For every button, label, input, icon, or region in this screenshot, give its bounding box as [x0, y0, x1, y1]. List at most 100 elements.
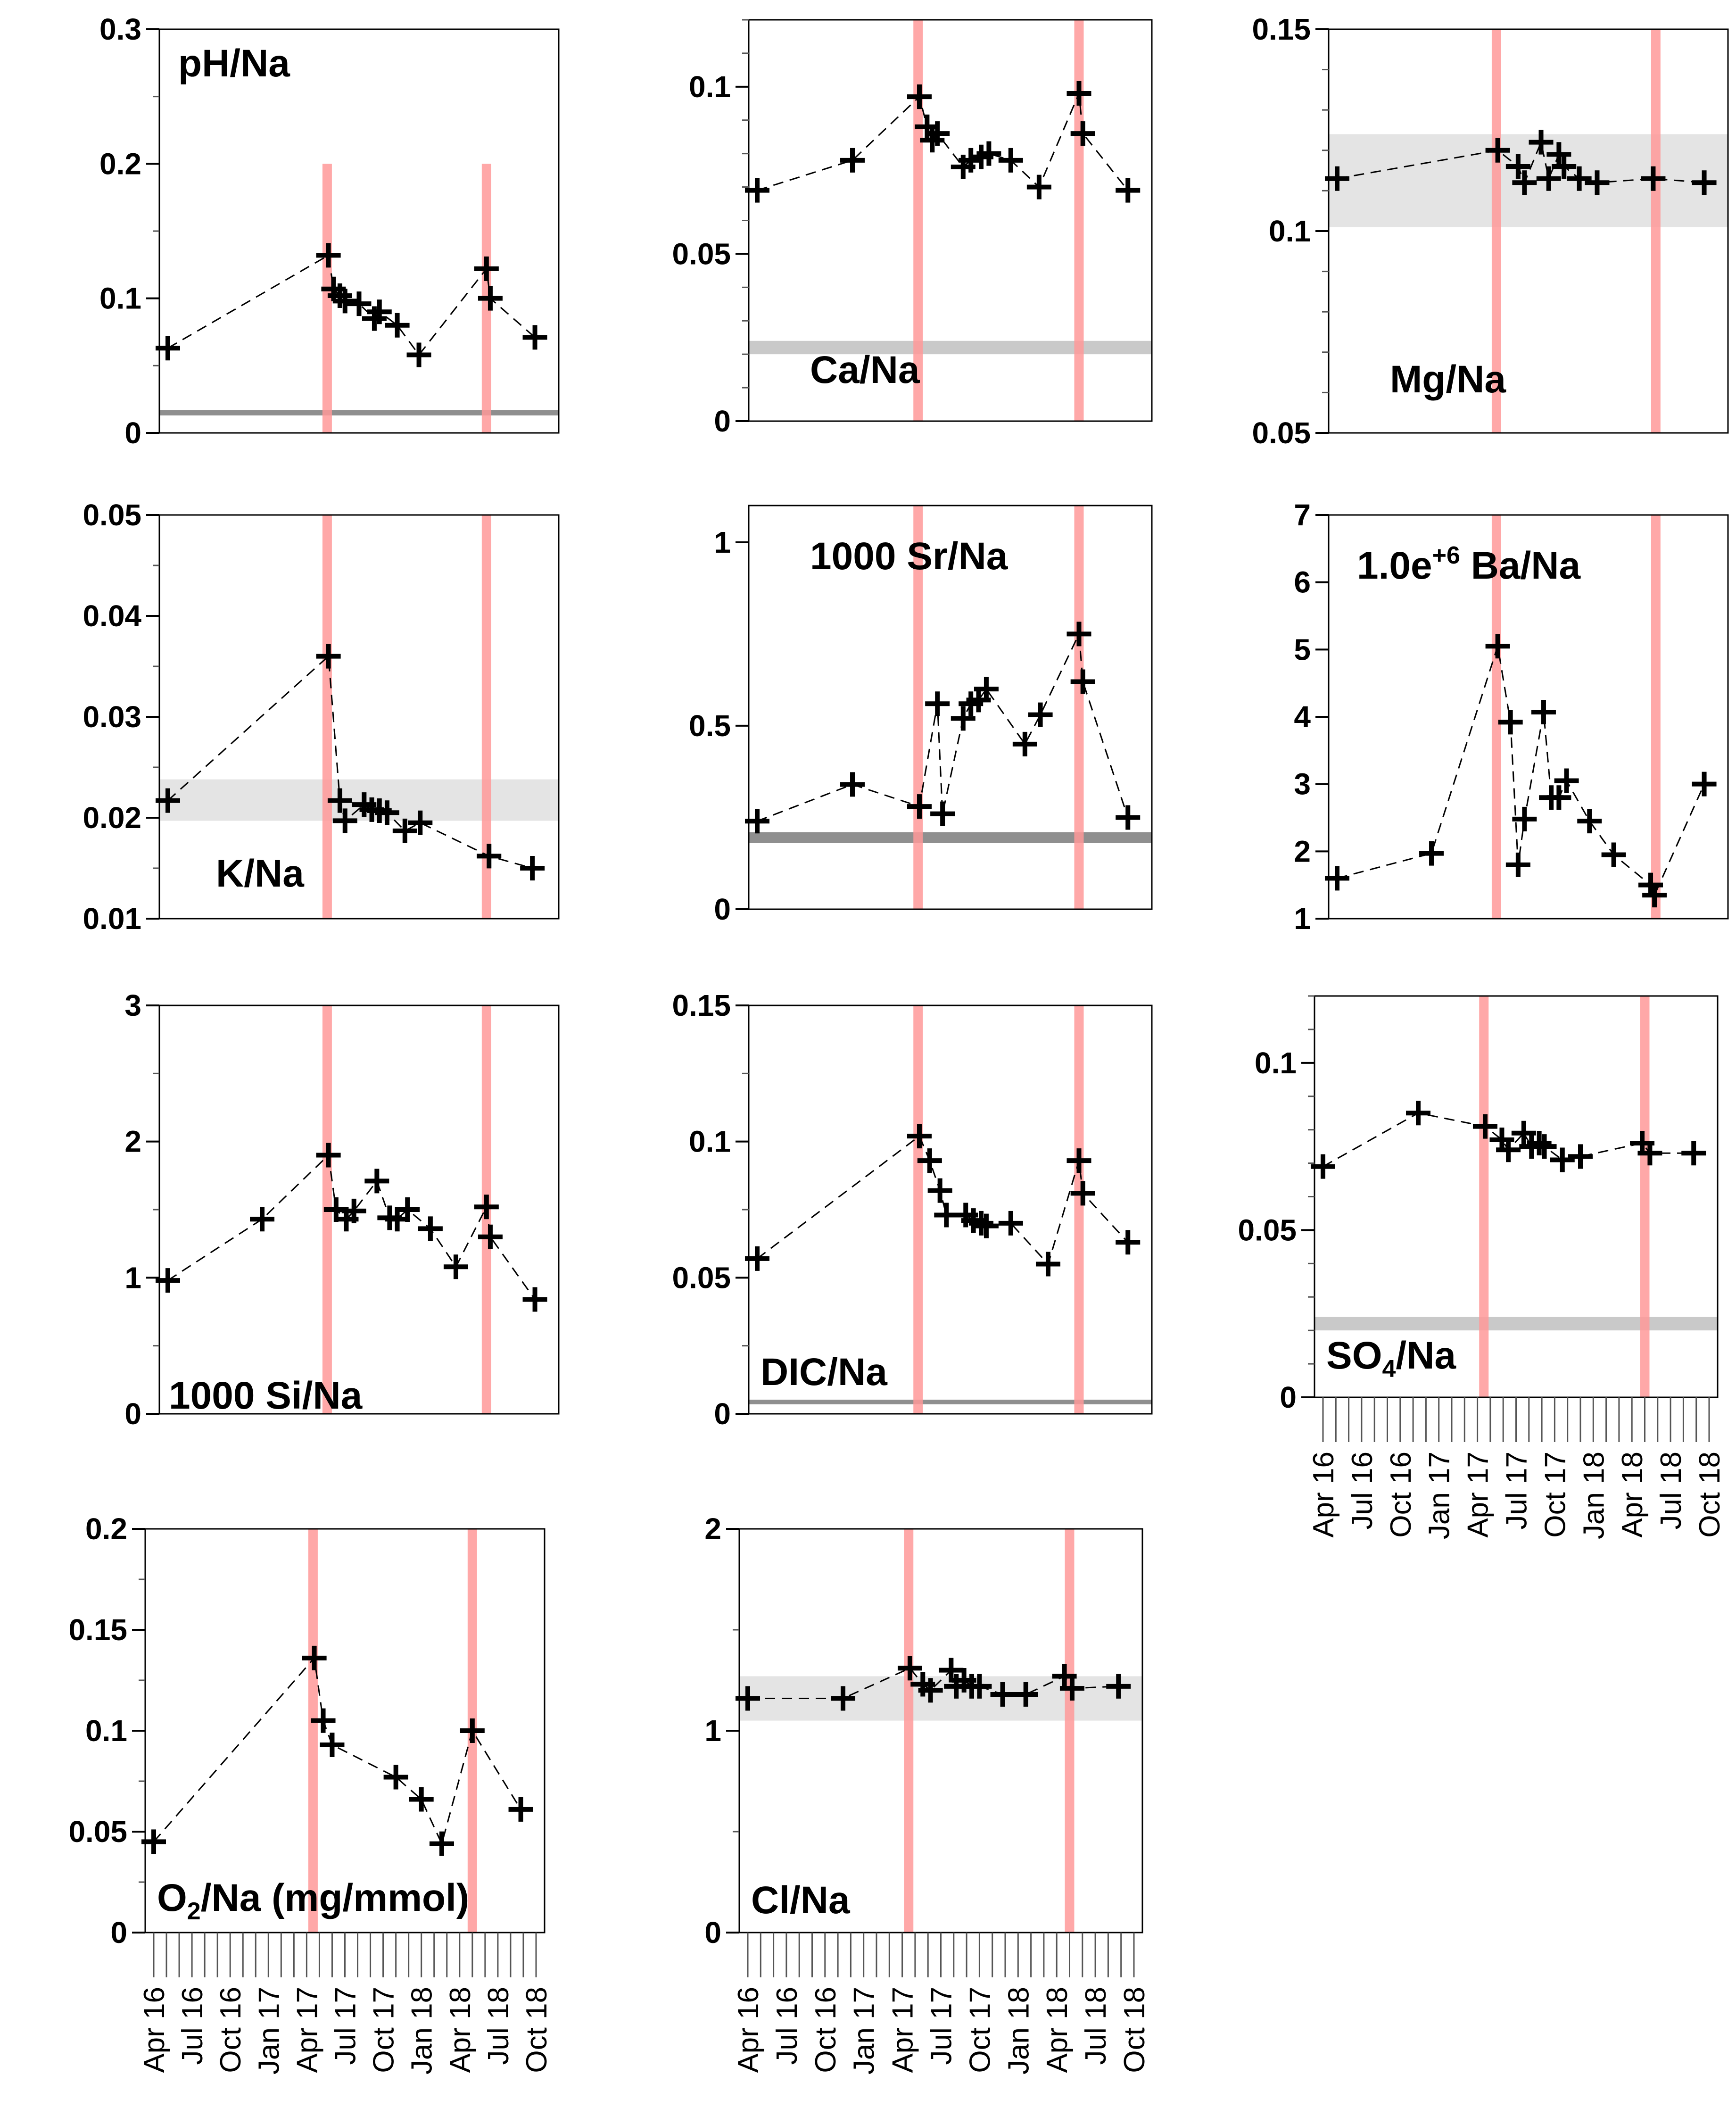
y-tick-label: 3	[124, 988, 141, 1022]
x-tick-label: Jan 17	[253, 1987, 285, 2075]
x-tick-label: Jul 18	[1080, 1987, 1112, 2065]
data-point-5	[918, 1678, 943, 1703]
data-point-9	[1532, 1134, 1557, 1159]
reference-band	[159, 779, 559, 821]
x-tick-label: Jul 17	[1501, 1452, 1533, 1529]
x-tick-label: Jul 17	[330, 1987, 362, 2065]
data-point-11	[990, 1682, 1015, 1707]
y-tick-label: 3	[1294, 767, 1311, 801]
data-point-1	[745, 1246, 769, 1271]
data-point-1	[736, 1686, 760, 1711]
data-point-15	[522, 1287, 547, 1312]
data-point-2	[316, 644, 341, 669]
panel-title: Ca/Na	[810, 349, 920, 391]
data-point-8	[1552, 154, 1577, 179]
plot-frame	[748, 505, 1153, 910]
data-point-10	[976, 141, 1001, 166]
data-point-12	[1026, 174, 1051, 199]
data-point-3	[917, 1148, 942, 1173]
panel-title: Mg/Na	[1390, 358, 1506, 401]
data-point-14	[1116, 1230, 1141, 1255]
date-axis: Apr 16 Jul 16 Oct 16 Jan 17 Apr 17 Jul 17 Oct …	[1307, 1397, 1726, 1539]
x-tick-label: Jan 18	[406, 1987, 438, 2075]
data-point-9	[974, 1213, 999, 1238]
y-tick-label: 0.2	[99, 147, 141, 181]
y-tick-label: 0.05	[672, 237, 731, 271]
data-point-4	[925, 691, 950, 716]
data-point-12	[1601, 842, 1626, 867]
data-point-11	[477, 844, 502, 869]
data-point-1	[1325, 166, 1349, 191]
data-point-10	[1012, 731, 1037, 756]
data-point-8	[367, 299, 392, 324]
data-point-3	[907, 84, 932, 109]
x-tick-label: Apr 16	[732, 1987, 765, 2073]
data-point-7	[1546, 142, 1571, 167]
data-point-13	[1070, 669, 1095, 694]
y-tick-label: 0	[714, 1397, 731, 1431]
x-tick-label: Apr 17	[887, 1987, 919, 2073]
data-point-3	[311, 1708, 336, 1733]
data-point-2	[1485, 138, 1510, 163]
panel-title: O2/Na (mg/mmol)	[157, 1876, 469, 1925]
y-tick-label: 7	[1294, 498, 1311, 532]
y-tick-label: 0.15	[672, 988, 731, 1022]
y-tick-label: 1	[714, 525, 731, 559]
x-tick-label: Jul 18	[482, 1987, 515, 2065]
x-tick-label: Oct 17	[964, 1987, 996, 2073]
x-tick-label: Jan 17	[848, 1987, 881, 2075]
data-point-2	[250, 1207, 275, 1232]
data-point-9	[974, 677, 999, 702]
y-tick-label: 6	[1294, 565, 1311, 599]
x-tick-label: Jul 16	[771, 1987, 803, 2065]
panel-mg-na: 0.05 0.1 0.15 Mg/Na	[1252, 12, 1729, 450]
x-tick-label: Oct 16	[810, 1987, 842, 2073]
data-point-6	[925, 121, 950, 146]
data-point-2	[1419, 841, 1444, 866]
panel-title: DIC/Na	[761, 1351, 888, 1394]
data-point-15	[1116, 178, 1141, 203]
y-tick-label: 0.15	[1252, 12, 1311, 46]
x-tick-label: Apr 16	[1307, 1452, 1340, 1538]
data-point-3	[907, 794, 932, 819]
panel-title: SO4/Na	[1326, 1334, 1456, 1383]
panel-dic-na: 0 0.05 0.1 0.15 DIC/Na	[672, 988, 1153, 1431]
data-point-5	[1496, 1137, 1521, 1162]
data-point-13	[1066, 81, 1091, 106]
data-point-12	[1013, 1682, 1038, 1707]
series-line	[167, 655, 533, 869]
y-tick-label: 1	[704, 1714, 721, 1748]
data-point-6	[1511, 1120, 1536, 1145]
x-tick-label: Jan 17	[1423, 1452, 1456, 1539]
series-line	[167, 1153, 536, 1300]
data-point-9	[1546, 785, 1571, 810]
y-tick-label: 0.05	[672, 1261, 731, 1294]
y-tick-label: 0.1	[1255, 1046, 1297, 1080]
y-tick-label: 0.1	[689, 1125, 731, 1159]
x-tick-label: Oct 17	[368, 1987, 400, 2073]
data-point-5	[383, 1765, 408, 1790]
data-point-1	[1325, 866, 1349, 891]
plot-frame	[1328, 28, 1729, 434]
series-line	[757, 1135, 1129, 1266]
data-point-6	[1536, 166, 1561, 191]
data-point-11	[1577, 809, 1602, 834]
data-point-4	[1512, 170, 1537, 195]
data-point-5	[1529, 130, 1554, 155]
x-tick-label: Apr 18	[444, 1987, 477, 2073]
data-point-3	[1505, 154, 1530, 179]
data-point-7	[1531, 700, 1556, 725]
plot-frame	[738, 1528, 1143, 1933]
x-tick-label: Oct 16	[1385, 1452, 1417, 1538]
data-point-14	[1681, 1141, 1706, 1166]
data-point-6	[939, 1658, 964, 1683]
data-point-7	[364, 1169, 389, 1194]
data-point-6	[347, 291, 372, 316]
data-point-12	[520, 856, 545, 880]
x-tick-label: Apr 18	[1616, 1452, 1649, 1538]
data-point-4	[327, 283, 352, 308]
data-point-14	[478, 1224, 503, 1249]
data-point-6	[341, 1198, 366, 1223]
